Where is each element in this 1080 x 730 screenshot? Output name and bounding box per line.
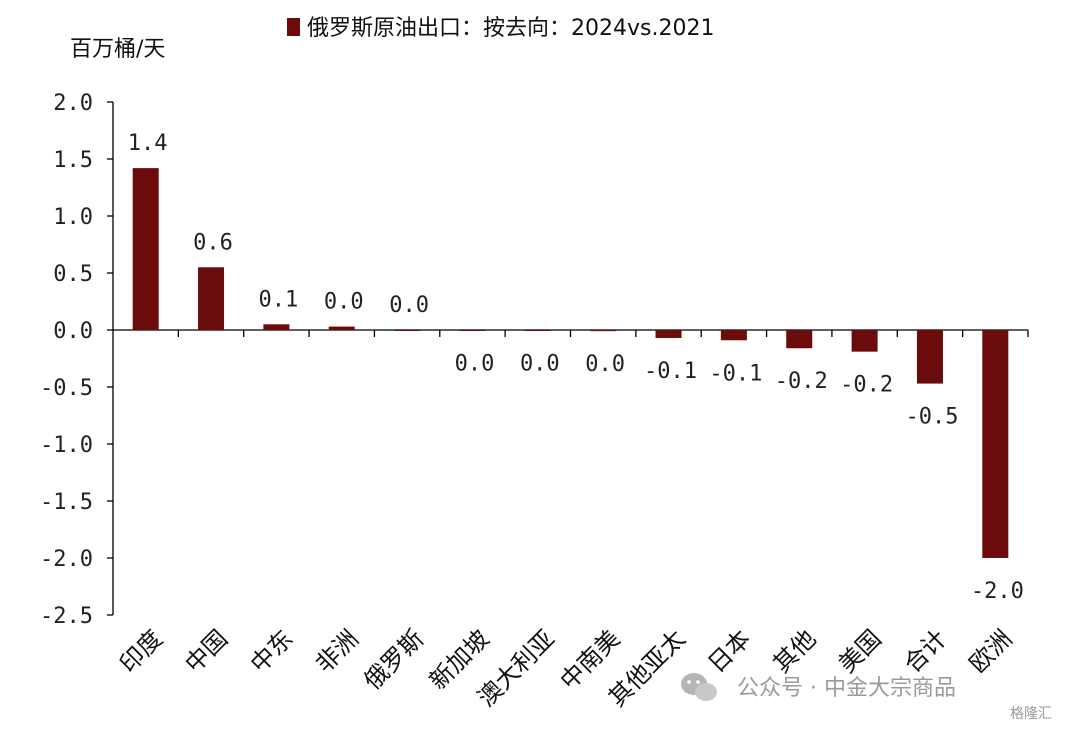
bars <box>132 168 1009 558</box>
data-label: 0.0 <box>520 352 560 377</box>
legend-label: 俄罗斯原油出口：按去向：2024vs.2021 <box>307 16 714 41</box>
y-tick-label: 0.0 <box>53 319 93 344</box>
bar <box>590 330 617 332</box>
y-tick-label: -1.0 <box>40 433 93 458</box>
data-label: 0.0 <box>324 290 364 315</box>
data-label: -2.0 <box>971 579 1024 604</box>
category-label: 美国 <box>833 624 887 678</box>
data-label: -0.1 <box>644 359 697 384</box>
y-tick-label: -1.5 <box>40 490 93 515</box>
bar <box>198 267 225 330</box>
bar <box>786 330 813 349</box>
data-label: -0.1 <box>709 361 762 386</box>
data-labels: 1.4 0.6 0.1 0.0 0.0 0.0 0.0 0.0 -0.1 -0.1 -0.2 -0.2… <box>128 131 1024 604</box>
category-label: 中国 <box>180 624 234 678</box>
bar <box>655 330 682 338</box>
category-label: 欧洲 <box>964 624 1018 678</box>
legend: 俄罗斯原油出口：按去向：2024vs.2021 <box>287 16 714 41</box>
data-label: 0.0 <box>585 352 625 377</box>
data-label: -0.2 <box>775 369 828 394</box>
data-label: -0.5 <box>905 405 958 430</box>
data-label: 0.6 <box>193 230 233 255</box>
category-label: 非洲 <box>310 624 364 678</box>
y-tick-label: 2.0 <box>53 91 93 116</box>
watermark-text: 公众号 · 中金大宗商品 <box>737 676 956 701</box>
category-label: 中东 <box>245 624 299 678</box>
bar <box>720 330 747 341</box>
category-label: 合计 <box>898 624 952 678</box>
x-axis <box>113 329 1029 337</box>
category-label: 印度 <box>114 624 168 678</box>
bar <box>916 330 943 384</box>
data-label: -0.2 <box>840 373 893 398</box>
category-label: 其他 <box>768 624 822 678</box>
category-label: 俄罗斯 <box>359 624 430 695</box>
y-tick-label: -2.0 <box>40 547 93 572</box>
bar <box>328 326 355 330</box>
watermark: 公众号 · 中金大宗商品 格隆汇 <box>681 673 1052 722</box>
bar <box>524 330 551 331</box>
data-label: 0.0 <box>389 293 429 318</box>
data-label: 0.0 <box>455 352 495 377</box>
wechat-icon <box>681 673 717 701</box>
y-tick-label: 1.5 <box>53 148 93 173</box>
y-axis: 2.0 1.5 1.0 0.5 0.0 -0.5 -1.0 -1.5 -2.0 -2.5 <box>40 91 114 629</box>
y-tick-label: 1.0 <box>53 205 93 230</box>
bar <box>132 168 159 330</box>
bar <box>851 330 878 352</box>
watermark-corner-text: 格隆汇 <box>1010 706 1052 722</box>
y-tick-label: 0.5 <box>53 262 93 287</box>
bar <box>982 330 1009 558</box>
legend-swatch <box>287 18 300 36</box>
bar <box>263 324 290 330</box>
y-axis-unit-label: 百万桶/天 <box>70 37 165 62</box>
bar <box>459 330 486 331</box>
bar <box>394 330 421 331</box>
y-tick-label: -2.5 <box>40 604 93 629</box>
data-label: 1.4 <box>128 131 168 156</box>
data-label: 0.1 <box>259 287 299 312</box>
category-label: 日本 <box>702 624 756 678</box>
y-tick-label: -0.5 <box>40 376 93 401</box>
